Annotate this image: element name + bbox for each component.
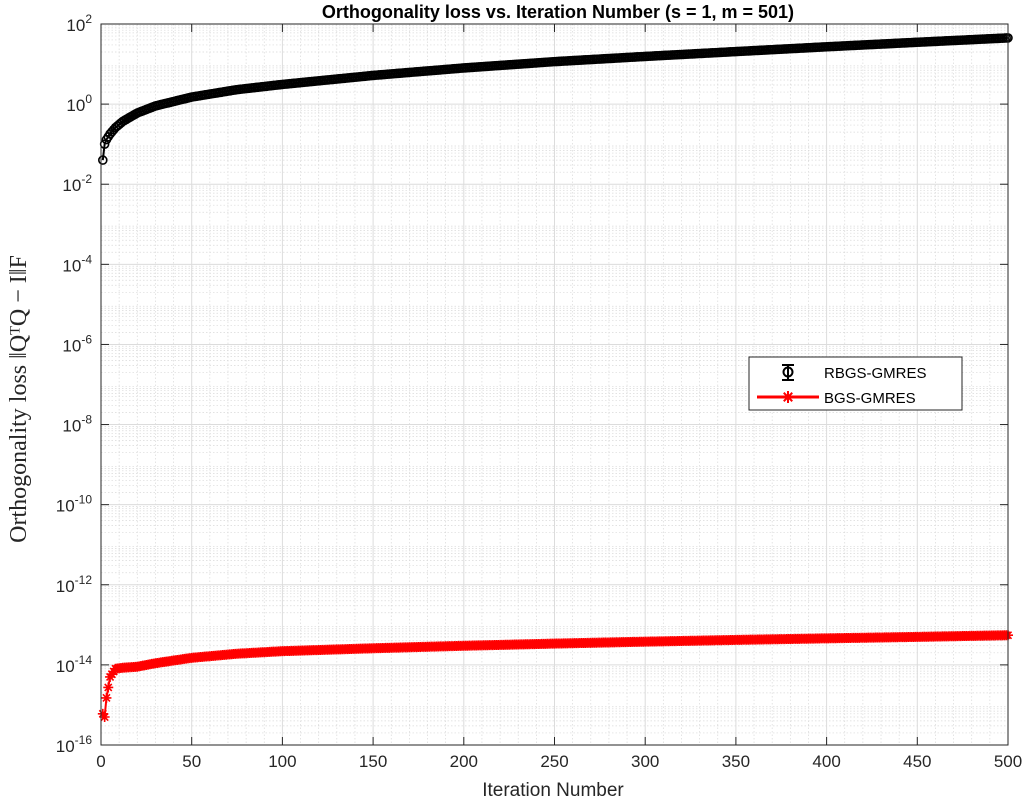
x-tick-label: 0 [96, 752, 105, 771]
x-tick-label: 250 [540, 752, 568, 771]
minor-grid [101, 24, 1008, 745]
x-tick-label: 500 [994, 752, 1022, 771]
data-point [98, 155, 108, 165]
x-tick-label: 150 [359, 752, 387, 771]
chart-title: Orthogonality loss vs. Iteration Number … [322, 2, 794, 22]
x-tick-label: 50 [182, 752, 201, 771]
series-layer [97, 33, 1013, 723]
x-tick-label: 350 [722, 752, 750, 771]
legend-entry-bgs-gmres[interactable]: BGS-GMRES [757, 390, 916, 407]
data-point [97, 708, 108, 719]
y-tick-label: 10-2 [62, 172, 92, 195]
y-tick-label: 10-8 [62, 413, 92, 436]
x-tick-label: 450 [903, 752, 931, 771]
x-tick-label: 100 [268, 752, 296, 771]
y-tick-label: 10-6 [62, 332, 92, 355]
x-tick-label: 400 [812, 752, 840, 771]
legend-asterisk-marker [782, 391, 794, 403]
legend-label-rbgs-gmres: RBGS-GMRES [824, 365, 927, 382]
asterisk-glyph [782, 391, 794, 403]
y-axis-label: Orthogonality loss ‖QᵀQ − I‖F [6, 255, 32, 543]
legend-circle-marker [782, 366, 794, 378]
data-point [101, 692, 112, 703]
x-axis-label: Iteration Number [482, 780, 624, 801]
x-tick-label: 200 [450, 752, 478, 771]
series-rbgs-gmres [98, 33, 1013, 165]
y-tick-label: 100 [66, 92, 92, 115]
y-tick-label: 102 [66, 12, 92, 35]
ticks-layer [100, 23, 1009, 746]
y-tick-label: 10-16 [56, 733, 93, 756]
y-tick-label: 10-14 [56, 653, 93, 676]
data-point [103, 682, 114, 693]
y-tick-label: 10-12 [56, 573, 93, 596]
x-tick-labels: 0 50 100 150 200 250 300 350 400 450 500 [96, 752, 1022, 771]
x-tick-label: 300 [631, 752, 659, 771]
legend[interactable]: RBGS-GMRES BGS-GMRES [748, 356, 963, 411]
series-bgs-gmres [97, 630, 1013, 723]
legend-label-bgs-gmres: BGS-GMRES [824, 390, 916, 407]
data-point [99, 712, 110, 723]
legend-entry-rbgs-gmres[interactable]: RBGS-GMRES [782, 364, 927, 382]
y-tick-label: 10-10 [56, 493, 93, 516]
y-tick-labels: 102 100 10-2 10-4 10-6 10-8 10-10 10-12 10-14 10-… [56, 12, 93, 756]
y-tick-label: 10-4 [62, 252, 92, 275]
